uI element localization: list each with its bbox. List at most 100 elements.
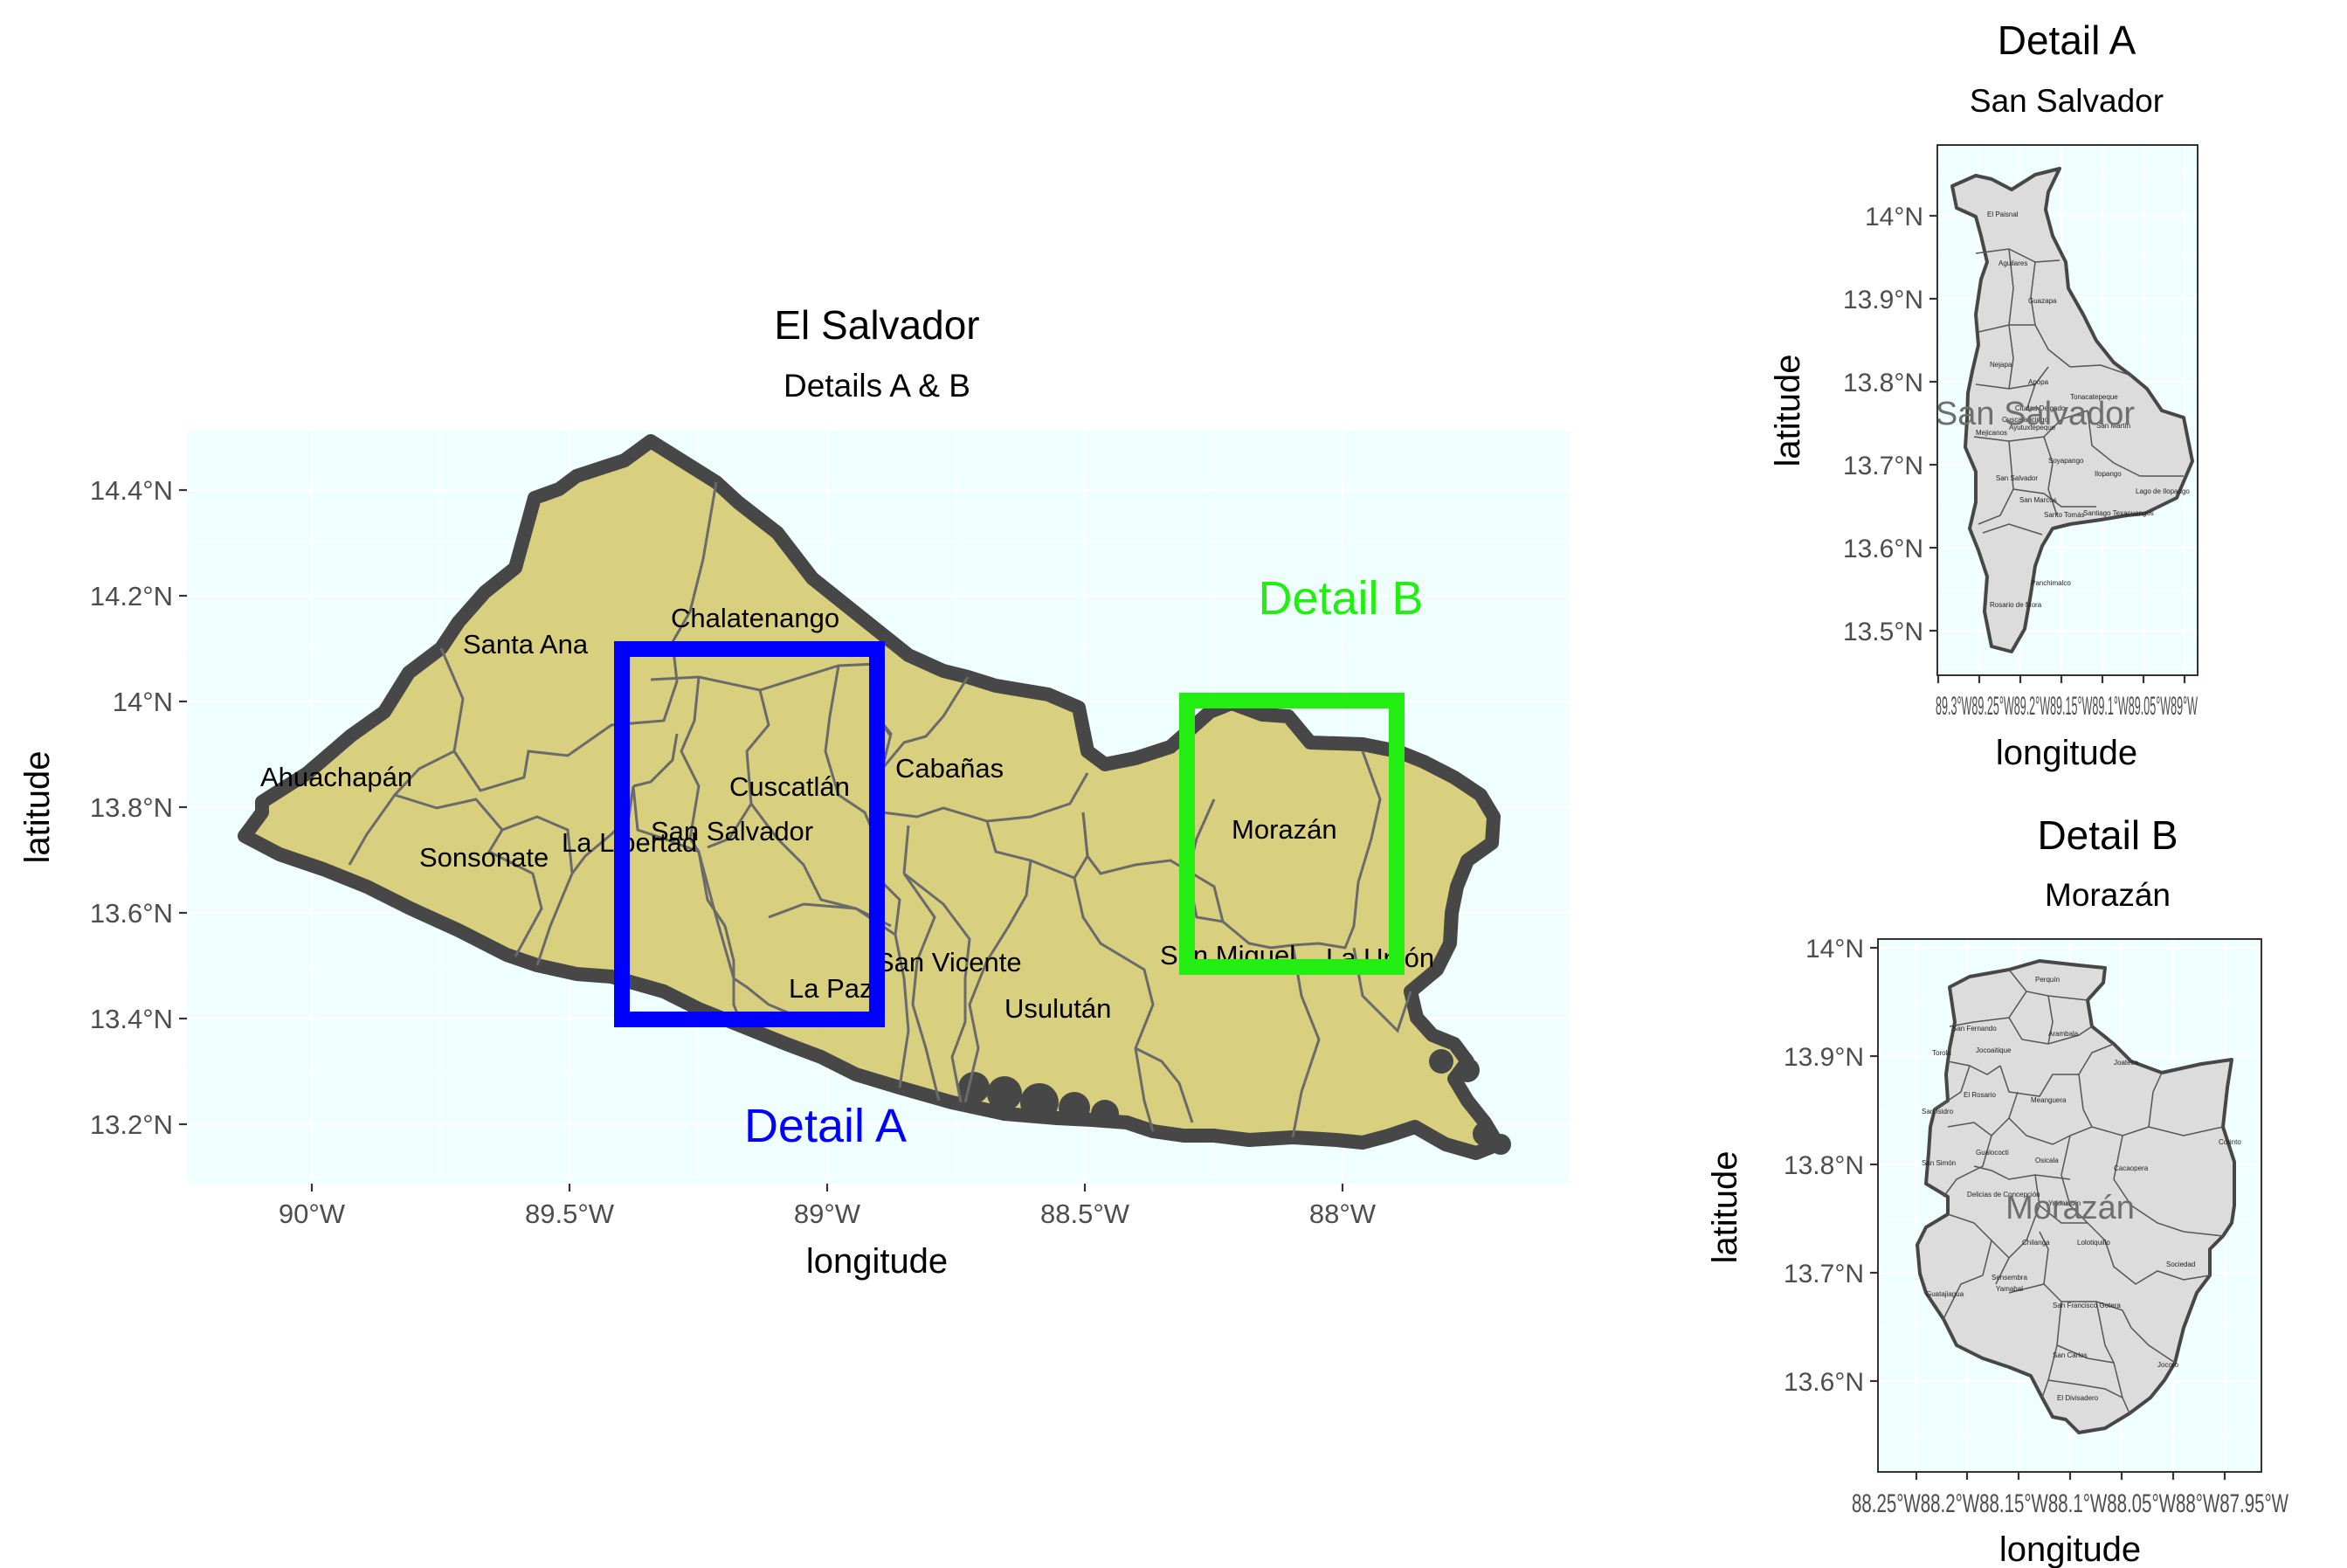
detail-b-title: Detail B — [2037, 812, 2178, 858]
detail-b-map: Detail B Morazán — [1706, 812, 2288, 1568]
detail-a-label: Detail A — [744, 1100, 907, 1152]
detail-b-y-axis: 14°N 13.9°N 13.8°N 13.7°N 13.6°N — [1784, 935, 1878, 1397]
dept-santa-ana: Santa Ana — [463, 629, 589, 660]
san-salvador-municipality-labels: El Paisnal Aguilares Guazapa Nejapa Apop… — [1976, 211, 2190, 609]
muni-label: Ilopango — [2095, 470, 2122, 478]
muni-label: Joateca — [2114, 1059, 2139, 1067]
muni-label: Rosario de Mora — [1990, 601, 2042, 609]
muni-label: Santiago Texacuangos — [2083, 509, 2154, 517]
muni-label: Arambala — [2048, 1030, 2079, 1038]
detail-a-subtitle: San Salvador — [1970, 83, 2164, 119]
muni-label: Cacaopera — [2114, 1164, 2149, 1172]
detail-b-y-tick: 13.6°N — [1784, 1368, 1864, 1397]
main-x-tick: 88.5°W — [1040, 1198, 1130, 1229]
main-map: El Salvador Details A & B — [18, 302, 1570, 1281]
main-y-label: latitude — [18, 751, 57, 864]
detail-b-y-tick: 14°N — [1805, 935, 1864, 964]
detail-b-box — [1179, 693, 1405, 975]
detail-a-x-axis: 89.3°W89.25°W89.2°W89.15°W89.1°W89.05°W8… — [1936, 675, 2198, 721]
muni-label: Jocoro — [2157, 1361, 2179, 1369]
muni-label: Sensembra — [1991, 1274, 2027, 1281]
detail-b-y-tick: 13.7°N — [1784, 1260, 1864, 1288]
main-y-tick: 13.4°N — [90, 1004, 173, 1034]
san-salvador-outline — [1950, 167, 2194, 653]
muni-label: Gualococti — [1976, 1149, 2009, 1157]
detail-b-subtitle: Morazán — [2045, 877, 2171, 913]
muni-label: Cuscatancingo — [2002, 416, 2048, 424]
muni-label: Soyapango — [2048, 457, 2084, 465]
detail-b-label: Detail B — [1258, 572, 1423, 625]
main-x-tick: 89.5°W — [525, 1198, 615, 1229]
main-x-tick: 88°W — [1309, 1198, 1377, 1229]
muni-label: Apopa — [2028, 378, 2049, 386]
detail-b-y-label: latitude — [1706, 1151, 1744, 1264]
main-x-axis: 90°W 89.5°W 89°W 88.5°W 88°W — [279, 1184, 1377, 1229]
muni-label: Aguilares — [1998, 259, 2027, 267]
detail-a-title: Detail A — [1998, 17, 2136, 63]
muni-label: Sociedad — [2166, 1261, 2195, 1268]
muni-label: Lago de Ilopango — [2136, 487, 2190, 495]
muni-label: San Fernando — [1952, 1025, 1997, 1033]
detail-a-y-axis: 14°N 13.9°N 13.8°N 13.7°N 13.6°N 13.5°N — [1843, 203, 1937, 646]
muni-label: Lolotiquillo — [2077, 1239, 2110, 1247]
muni-label: El Paisnal — [1987, 211, 2019, 218]
detail-b-y-tick: 13.9°N — [1784, 1043, 1864, 1072]
main-x-tick: 90°W — [279, 1198, 346, 1229]
detail-a-y-tick: 13.5°N — [1843, 618, 1923, 646]
muni-label: Mejicanos — [1976, 429, 2007, 437]
main-y-axis: 14.4°N 14.2°N 14°N 13.8°N 13.6°N 13.4°N … — [90, 475, 187, 1140]
main-title: El Salvador — [774, 302, 979, 348]
detail-a-map: Detail A San Salvador — [1769, 17, 2199, 772]
muni-label: Chilanga — [2022, 1239, 2050, 1247]
detail-a-x-ticks: 89.3°W89.25°W89.2°W89.15°W89.1°W89.05°W8… — [1936, 692, 2198, 721]
detail-a-box — [614, 641, 885, 1027]
muni-label: Nejapa — [1990, 361, 2012, 369]
detail-b-watermark: Morazán — [2005, 1190, 2135, 1226]
detail-a-frame — [1936, 144, 2199, 676]
muni-label: Yamabal — [1996, 1285, 2023, 1293]
muni-label: El Divisadero — [2057, 1394, 2099, 1402]
department-borders — [348, 481, 1412, 1138]
muni-label: Guatajiagua — [1926, 1290, 1964, 1298]
dept-chalatenango: Chalatenango — [671, 603, 839, 633]
detail-a-x-label: longitude — [1996, 734, 2137, 772]
dept-san-salvador: San Salvador — [651, 816, 813, 846]
muni-label: Ayutuxtepeque — [2009, 424, 2056, 432]
dept-cabanas: Cabañas — [895, 753, 1004, 784]
main-x-tick: 89°W — [794, 1198, 861, 1229]
detail-a-y-tick: 13.6°N — [1843, 535, 1923, 563]
main-y-tick: 13.6°N — [90, 898, 173, 929]
dept-la-paz: La Paz — [789, 973, 873, 1004]
muni-label: Corinto — [2219, 1138, 2241, 1146]
muni-label: San Salvador — [1996, 474, 2038, 482]
muni-label: San Simón — [1922, 1159, 1956, 1167]
morazan-outline — [1916, 959, 2236, 1434]
muni-label: San Isidro — [1922, 1108, 1954, 1116]
main-subtitle: Details A & B — [783, 368, 970, 404]
muni-label: Yoloaiquín — [2048, 1199, 2081, 1207]
dept-ahuachapan: Ahuachapán — [260, 762, 412, 792]
detail-a-y-tick: 13.7°N — [1843, 452, 1923, 480]
muni-label: Santo Tomás — [2044, 511, 2085, 519]
detail-a-y-tick: 13.9°N — [1843, 286, 1923, 314]
morazan-municipality-labels: Perquín San Fernando Arambala Torola Joc… — [1922, 976, 2241, 1402]
detail-a-y-tick: 14°N — [1865, 203, 1923, 231]
muni-label: Ciudad Delgado — [2015, 404, 2066, 412]
main-y-tick: 14.2°N — [90, 581, 173, 611]
morazan-borders — [1934, 969, 2224, 1414]
muni-label: San Carlos — [2053, 1351, 2088, 1359]
dept-morazan: Morazán — [1232, 814, 1337, 845]
dept-cuscatlan: Cuscatlán — [729, 771, 850, 802]
detail-b-y-tick: 13.8°N — [1784, 1151, 1864, 1180]
muni-label: Perquín — [2035, 976, 2060, 984]
muni-label: Jocoaitique — [1976, 1046, 2012, 1054]
dept-san-vicente: San Vicente — [876, 947, 1022, 977]
main-y-tick: 13.2°N — [90, 1109, 173, 1140]
san-salvador-borders — [1973, 248, 2184, 535]
detail-a-y-tick: 13.8°N — [1843, 369, 1923, 397]
muni-label: San Francisco Gotera — [2053, 1302, 2121, 1309]
main-y-tick: 13.8°N — [90, 792, 173, 823]
detail-a-y-label: latitude — [1769, 355, 1807, 467]
detail-b-x-label: longitude — [1999, 1530, 2141, 1568]
main-y-tick: 14°N — [113, 687, 173, 717]
